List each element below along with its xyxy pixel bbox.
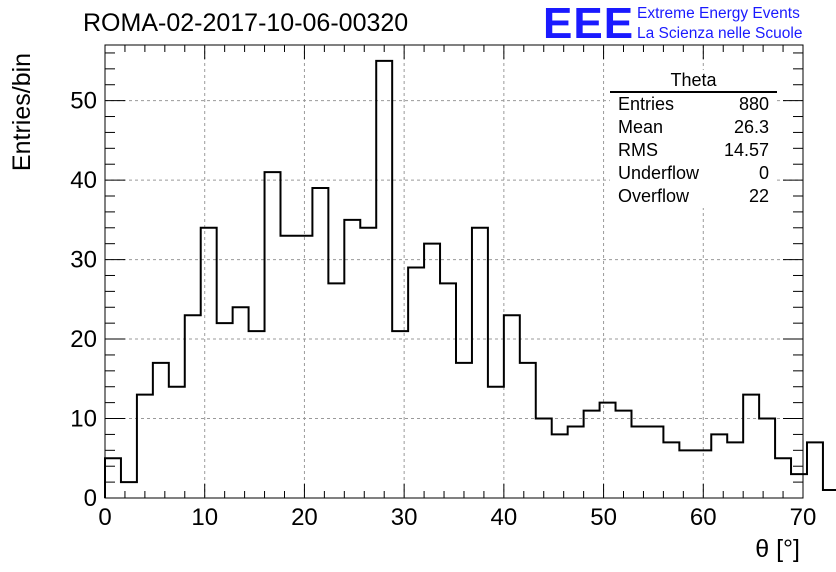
histogram-bin	[823, 490, 836, 498]
histogram-bin	[233, 307, 249, 498]
eee-logo: EEE	[543, 0, 635, 48]
stats-row-underflow: Underflow 0	[610, 162, 777, 185]
histogram-bin	[249, 331, 265, 498]
histogram-bin	[647, 426, 663, 498]
histogram-bin	[312, 188, 328, 498]
stats-label: Entries	[618, 94, 675, 114]
histogram-bin	[631, 426, 647, 498]
histogram-bin	[791, 474, 807, 498]
histogram-bin	[759, 419, 775, 498]
stats-label: Overflow	[618, 186, 690, 206]
histogram-bin	[217, 323, 233, 498]
histogram-bin	[153, 363, 169, 498]
x-tick-label: 50	[590, 504, 617, 531]
histogram-bin	[121, 482, 137, 498]
x-tick-label: 10	[191, 504, 218, 531]
stats-value: 26.3	[733, 117, 769, 137]
histogram-bin	[344, 220, 360, 498]
x-tick-label: 40	[491, 504, 518, 531]
stats-value: 880	[738, 94, 769, 114]
histogram-bin	[376, 61, 392, 498]
histogram-bin	[679, 450, 695, 498]
histogram-bin	[488, 387, 504, 498]
stats-row-overflow: Overflow 22	[610, 185, 777, 208]
stats-row-mean: Mean 26.3	[610, 116, 777, 139]
stats-value: 0	[758, 163, 769, 183]
x-tick-label: 30	[391, 504, 418, 531]
stats-title: Theta	[610, 70, 777, 93]
histogram-bin	[536, 419, 552, 498]
y-tick-label: 50	[70, 88, 97, 115]
histogram-bin	[456, 363, 472, 498]
histogram-bin	[663, 442, 679, 498]
histogram-bin	[568, 426, 584, 498]
histogram-bin	[616, 411, 632, 498]
y-tick-label: 0	[84, 485, 97, 512]
x-tick-label: 60	[690, 504, 717, 531]
run-title: ROMA-02-2017-10-06-00320	[83, 9, 409, 37]
histogram-bin	[280, 236, 296, 498]
histogram-bin	[185, 315, 201, 498]
stats-row-entries: Entries 880	[610, 93, 777, 116]
histogram-bin	[504, 315, 520, 498]
histogram-bin	[169, 387, 185, 498]
y-axis-label: Entries/bin	[8, 53, 36, 171]
histogram-bin	[472, 228, 488, 498]
y-tick-label: 40	[70, 167, 97, 194]
histogram-bin	[328, 283, 344, 498]
histogram-bin	[440, 283, 456, 498]
histogram-bin	[408, 268, 424, 498]
histogram-bin	[265, 172, 281, 498]
logo-line-2: La Scienza nelle Scuole	[637, 25, 803, 42]
histogram-bin	[727, 442, 743, 498]
histogram-bin	[424, 244, 440, 498]
histogram-bin	[137, 395, 153, 498]
histogram-bin	[105, 458, 121, 498]
histogram-bin	[520, 363, 536, 498]
x-axis-label: θ [°]	[755, 535, 800, 563]
histogram-bin	[360, 228, 376, 498]
histogram-bin	[807, 442, 823, 498]
histogram-bin	[711, 434, 727, 498]
histogram-bin	[584, 411, 600, 498]
x-tick-label: 20	[291, 504, 318, 531]
stats-value: 22	[748, 186, 769, 206]
histogram-bin	[392, 331, 408, 498]
stats-label: Underflow	[618, 163, 700, 183]
stats-box: Theta Entries 880 Mean 26.3 RMS 14.57 Un…	[610, 70, 777, 208]
logo-caption: Extreme Energy Events La Scienza nelle S…	[637, 4, 802, 44]
histogram-bin	[600, 403, 616, 498]
histogram-bin	[743, 395, 759, 498]
stats-label: Mean	[618, 117, 664, 137]
stats-label: RMS	[618, 140, 658, 160]
y-tick-label: 20	[70, 326, 97, 353]
y-tick-label: 10	[70, 406, 97, 433]
histogram-bin	[552, 434, 568, 498]
axes: 0 10 20 30 40 50 60 70 0 10 20 30 40 50	[70, 45, 816, 531]
grid-lines	[105, 45, 803, 498]
stats-row-rms: RMS 14.57	[610, 139, 777, 162]
histogram-outline	[104, 59, 836, 498]
x-tick-label: 70	[790, 504, 817, 531]
y-tick-label: 30	[70, 247, 97, 274]
histogram-bin	[296, 236, 312, 498]
histogram-bars	[104, 59, 836, 498]
histogram-bin	[201, 228, 217, 498]
x-tick-label: 0	[98, 504, 111, 531]
logo-line-1: Extreme Energy Events	[637, 5, 800, 22]
stats-value: 14.57	[723, 140, 769, 160]
